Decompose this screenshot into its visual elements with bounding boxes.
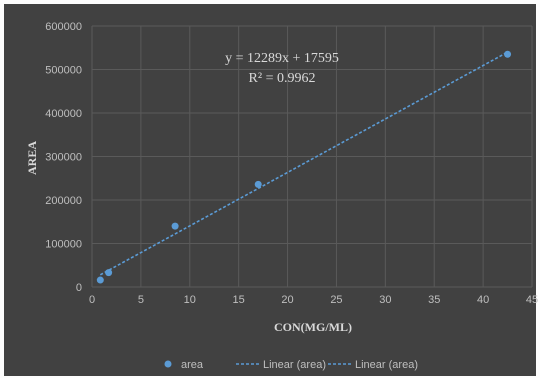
x-axis-ticks: 0 5 10 15 20 25 30 35 40 45 (89, 294, 538, 306)
r-squared-label: R² = 0.9962 (249, 71, 316, 86)
legend-label-area: area (181, 359, 204, 371)
x-tick-label: 5 (138, 294, 144, 306)
data-point (504, 50, 512, 58)
legend: area Linear (area) Linear (area) (164, 359, 418, 371)
trendlines (99, 51, 508, 276)
legend-label-linear-1: Linear (area) (263, 359, 326, 371)
legend-label-linear-2: Linear (area) (355, 359, 418, 371)
trendline-linear-area (99, 51, 508, 276)
data-point (254, 180, 262, 188)
y-tick-label: 400000 (45, 108, 82, 120)
y-tick-label: 0 (76, 282, 82, 294)
y-tick-label: 300000 (45, 152, 82, 164)
x-tick-label: 25 (330, 294, 342, 306)
y-tick-label: 600000 (45, 21, 82, 33)
x-tick-label: 10 (184, 294, 196, 306)
data-point (105, 269, 113, 277)
x-tick-label: 40 (477, 294, 489, 306)
chart-background (4, 4, 536, 376)
x-tick-label: 15 (233, 294, 245, 306)
grid (91, 25, 533, 288)
y-axis-ticks: 0 100000 200000 300000 400000 500000 600000 (45, 21, 82, 294)
data-point (171, 222, 179, 230)
x-tick-label: 20 (281, 294, 293, 306)
data-point (96, 276, 104, 284)
x-tick-label: 35 (428, 294, 440, 306)
legend-marker-area (164, 360, 172, 368)
data-points (96, 50, 512, 284)
x-tick-label: 0 (89, 294, 95, 306)
trendline-equation: y = 12289x + 17595 (225, 51, 339, 66)
y-tick-label: 200000 (45, 195, 82, 207)
x-tick-label: 30 (379, 294, 391, 306)
y-tick-label: 100000 (45, 239, 82, 251)
y-axis-title: AREA (25, 141, 39, 175)
x-tick-label: 45 (526, 294, 538, 306)
y-tick-label: 500000 (45, 65, 82, 77)
x-axis-title: CON(MG/ML) (274, 320, 352, 334)
